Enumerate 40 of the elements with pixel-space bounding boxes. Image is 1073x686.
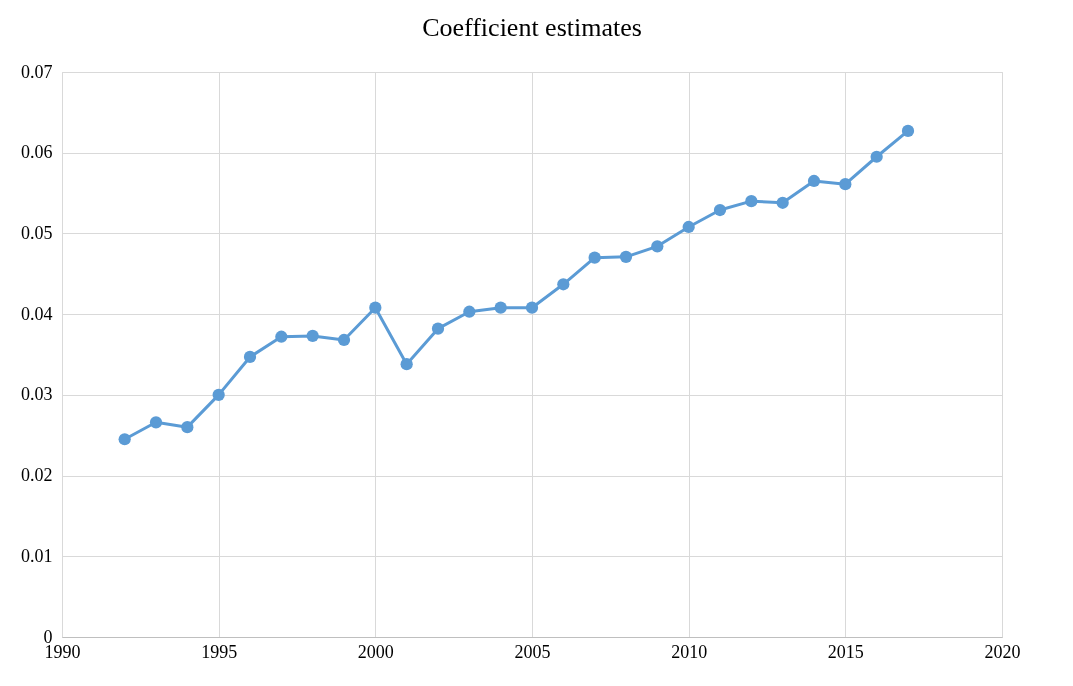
y-tick-label: 0.07 [21, 61, 53, 82]
point [149, 416, 163, 429]
point [682, 220, 695, 234]
point [713, 203, 727, 217]
point [745, 195, 758, 208]
chart-title: Coefficient estimates [422, 13, 642, 42]
point [588, 251, 601, 264]
point [243, 350, 257, 364]
point [181, 421, 194, 434]
point [807, 174, 821, 188]
x-tick-label: 2000 [357, 641, 394, 662]
point [275, 330, 288, 343]
y-tick-label: 0.02 [21, 465, 53, 486]
point [557, 278, 570, 291]
x-tick-label: 2005 [514, 641, 551, 662]
point [839, 178, 852, 191]
y-tick-label: 0.06 [21, 142, 53, 163]
point [337, 333, 351, 347]
x-tick-label: 2015 [827, 641, 864, 662]
point [619, 250, 633, 263]
x-tick-label: 2010 [671, 641, 708, 662]
point [400, 358, 413, 371]
x-tick-label: 2020 [984, 641, 1021, 662]
point [463, 305, 476, 318]
point [306, 329, 319, 343]
point [651, 240, 664, 253]
point [525, 301, 539, 314]
y-tick-label: 0.01 [21, 545, 53, 566]
y-tick-label: 0.05 [21, 222, 53, 243]
point [212, 388, 225, 401]
point [901, 124, 915, 138]
point [494, 301, 507, 314]
y-tick-label: 0.04 [21, 303, 53, 324]
point [776, 196, 789, 209]
point [369, 301, 382, 314]
point [118, 433, 131, 446]
point [431, 322, 445, 335]
y-tick-label: 0.03 [21, 384, 53, 405]
point [870, 150, 883, 163]
x-tick-label: 1995 [201, 641, 238, 662]
